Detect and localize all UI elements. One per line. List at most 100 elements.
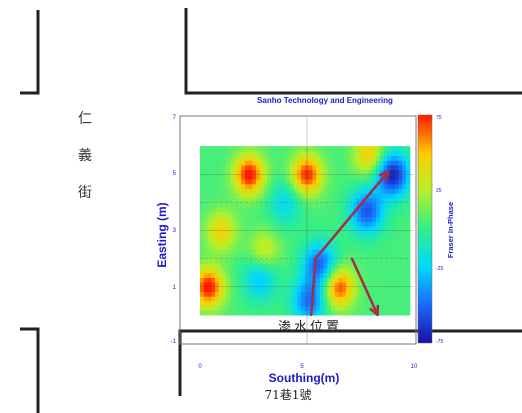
heatmap-cell — [226, 193, 231, 199]
y-axis-label: Easting (m) — [155, 202, 169, 267]
heatmap-cell — [271, 253, 276, 260]
seepage-location-label: 渗水位置 — [278, 320, 342, 335]
heatmap-cell — [207, 164, 212, 171]
heatmap-cell — [241, 169, 246, 175]
heatmap-cell — [271, 244, 276, 250]
heatmap-cell — [297, 310, 302, 316]
heatmap-cell — [211, 221, 216, 227]
heatmap-cell — [203, 305, 209, 311]
heatmap-cell — [398, 258, 403, 264]
heatmap-cell — [248, 202, 254, 208]
heatmap-cell — [241, 178, 246, 185]
heatmap-cell — [218, 211, 224, 218]
heatmap-cell — [301, 221, 306, 227]
heatmap-cell — [323, 197, 328, 203]
heatmap-cell — [379, 235, 385, 241]
heatmap-cell — [237, 188, 242, 194]
heatmap-cell — [353, 197, 358, 203]
heatmap-cell — [297, 263, 302, 269]
heatmap-cell — [271, 155, 276, 161]
heatmap-cell — [391, 249, 396, 255]
heatmap-cell — [319, 178, 325, 185]
heatmap-cell — [200, 207, 205, 213]
heatmap-cell — [308, 188, 313, 194]
heatmap-cell — [286, 197, 291, 203]
heatmap-cell — [211, 282, 216, 288]
heatmap-cell — [319, 286, 325, 293]
heatmap-cell — [346, 155, 351, 161]
heatmap-cell — [211, 178, 216, 185]
heatmap-cell — [282, 221, 287, 227]
heatmap-cell — [402, 146, 407, 152]
heatmap-cell — [229, 268, 235, 274]
heatmap-cell — [226, 164, 231, 171]
heatmap-cell — [286, 146, 291, 152]
heatmap-cell — [289, 305, 295, 311]
heatmap-cell — [244, 164, 250, 171]
heatmap-cell — [200, 296, 205, 302]
heatmap-cell — [319, 207, 325, 213]
heatmap-cell — [357, 225, 362, 232]
heatmap-cell — [263, 225, 269, 232]
heatmap-cell — [402, 150, 407, 157]
heatmap-cell — [252, 263, 257, 269]
heatmap-cell — [237, 300, 242, 307]
heatmap-cell — [379, 296, 385, 302]
heatmap-cell — [229, 160, 235, 166]
heatmap-cell — [379, 268, 385, 274]
y-tick-label: 7 — [173, 115, 177, 121]
heatmap-cell — [383, 235, 388, 241]
heatmap-cell — [263, 253, 269, 260]
heatmap-cell — [338, 244, 343, 250]
heatmap-cell — [286, 193, 291, 199]
heatmap-cell — [364, 277, 370, 283]
heatmap-cell — [368, 197, 373, 203]
heatmap-cell — [267, 197, 272, 203]
heatmap-cell — [278, 216, 283, 222]
heatmap-cell — [394, 193, 400, 199]
heatmap-cell — [229, 300, 235, 307]
heatmap-cell — [319, 164, 325, 171]
heatmap-cell — [200, 258, 205, 264]
heatmap-cell — [289, 268, 295, 274]
heatmap-cell — [289, 188, 295, 194]
heatmap-cell — [203, 211, 209, 218]
heatmap-cell — [244, 174, 250, 180]
heatmap-cell — [361, 160, 366, 166]
heatmap-cell — [211, 216, 216, 222]
heatmap-cell — [297, 155, 302, 161]
heatmap-cell — [259, 174, 265, 180]
heatmap-cell — [203, 169, 209, 175]
heatmap-cell — [338, 207, 343, 213]
heatmap-cell — [349, 169, 355, 175]
heatmap-cell — [405, 291, 411, 297]
heatmap-cell — [200, 169, 205, 175]
heatmap-cell — [342, 146, 347, 152]
heatmap-cell — [394, 268, 400, 274]
heatmap-cell — [263, 230, 269, 236]
heatmap-cell — [308, 155, 313, 161]
heatmap-cell — [218, 207, 224, 213]
heatmap-cell — [391, 202, 396, 208]
heatmap-cell — [342, 296, 347, 302]
heatmap-cell — [282, 277, 287, 283]
heatmap-cell — [237, 230, 242, 236]
heatmap-cell — [323, 221, 328, 227]
heatmap-cell — [368, 286, 373, 293]
heatmap-cell — [316, 296, 321, 302]
heatmap-cell — [346, 296, 351, 302]
heatmap-cell — [405, 300, 411, 307]
heatmap-cell — [379, 164, 385, 171]
heatmap-cell — [256, 300, 261, 307]
heatmap-cell — [394, 230, 400, 236]
heatmap-cell — [293, 291, 298, 297]
heatmap-cell — [319, 221, 325, 227]
heatmap-cell — [244, 197, 250, 203]
heatmap-cell — [211, 193, 216, 199]
heatmap-cell — [226, 235, 231, 241]
heatmap-cell — [346, 164, 351, 171]
heatmap-cell — [229, 169, 235, 175]
wall-bottom-left — [20, 327, 40, 413]
heatmap-cell — [200, 239, 205, 246]
heatmap-cell — [211, 253, 216, 260]
